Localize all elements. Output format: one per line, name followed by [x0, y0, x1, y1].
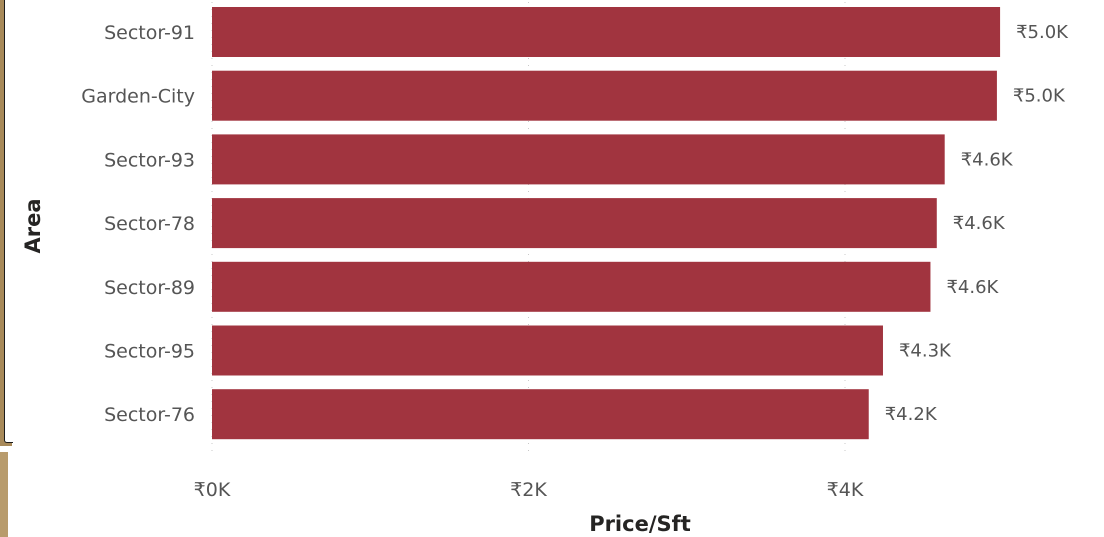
category-label: Sector-89 — [104, 277, 195, 299]
data-labels: ₹5.0K ₹5.0K ₹4.6K ₹4.6K ₹4.6K ₹4.3K ₹4.2K — [885, 22, 1069, 425]
x-tick-label: ₹4K — [827, 479, 864, 501]
category-label: Garden-City — [81, 86, 195, 108]
bar-sector-89[interactable] — [212, 261, 931, 312]
x-tick-labels: ₹0K ₹2K ₹4K — [194, 479, 864, 501]
category-label: Sector-76 — [104, 404, 195, 426]
y-axis-title: Area — [21, 198, 45, 253]
frame-border-inner — [4, 0, 13, 443]
data-label: ₹4.6K — [946, 277, 999, 298]
x-tick-label: ₹2K — [510, 479, 547, 501]
bar-sector-95[interactable] — [212, 325, 883, 376]
x-axis-title: Price/Sft — [589, 512, 691, 536]
bar-sector-76[interactable] — [212, 389, 869, 440]
category-label: Sector-95 — [104, 341, 195, 363]
x-tick-label: ₹0K — [194, 479, 231, 501]
category-label: Sector-78 — [104, 213, 195, 235]
frame-border-bottom — [0, 452, 8, 537]
category-labels: Sector-91 Garden-City Sector-93 Sector-78 Se… — [81, 22, 195, 426]
bar-sector-93[interactable] — [212, 134, 945, 185]
data-label: ₹4.6K — [953, 213, 1006, 234]
data-label: ₹4.3K — [899, 341, 952, 362]
category-label: Sector-91 — [104, 22, 195, 44]
category-label: Sector-93 — [104, 149, 195, 171]
bar-garden-city[interactable] — [212, 70, 997, 121]
data-label: ₹4.2K — [885, 404, 938, 425]
data-label: ₹5.0K — [1013, 86, 1066, 107]
bar-sector-91[interactable] — [212, 7, 1001, 57]
bar-sector-78[interactable] — [212, 198, 937, 249]
bars — [212, 7, 1001, 440]
data-label: ₹4.6K — [961, 149, 1014, 170]
data-label: ₹5.0K — [1016, 22, 1069, 43]
